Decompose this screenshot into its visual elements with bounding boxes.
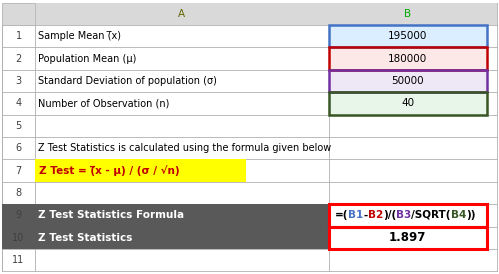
Bar: [34, 159, 246, 182]
Bar: [328, 92, 487, 115]
Text: Number of Observation (n): Number of Observation (n): [37, 98, 169, 109]
Bar: [328, 70, 487, 92]
Text: B4: B4: [451, 210, 466, 220]
Text: 5: 5: [15, 121, 21, 131]
Bar: [328, 92, 487, 115]
Bar: [328, 25, 487, 47]
Text: B2: B2: [368, 210, 383, 220]
Text: )/(: )/(: [383, 210, 396, 220]
Text: 40: 40: [401, 98, 414, 109]
Text: Standard Deviation of population (σ): Standard Deviation of population (σ): [37, 76, 217, 86]
Text: 11: 11: [12, 255, 24, 265]
Text: B1: B1: [348, 210, 363, 220]
Text: 7: 7: [15, 165, 21, 176]
Text: =(: =(: [334, 210, 348, 220]
Text: 4: 4: [15, 98, 21, 109]
Text: 6: 6: [15, 143, 21, 153]
Bar: [2, 3, 497, 25]
Bar: [328, 47, 487, 70]
Bar: [328, 70, 487, 92]
Bar: [328, 204, 487, 227]
Text: 10: 10: [12, 233, 24, 243]
Text: -: -: [363, 210, 368, 220]
Text: 180000: 180000: [388, 54, 427, 64]
Text: 1: 1: [15, 31, 21, 41]
Text: /SQRT(: /SQRT(: [411, 210, 451, 220]
Text: 1.897: 1.897: [389, 231, 426, 244]
Bar: [2, 3, 34, 25]
Text: Population Mean (μ): Population Mean (μ): [37, 54, 136, 64]
Text: 2: 2: [15, 54, 21, 64]
Text: Z Test Statistics: Z Test Statistics: [37, 233, 132, 243]
Text: B: B: [404, 9, 411, 19]
Bar: [328, 227, 487, 249]
Bar: [2, 227, 328, 249]
Bar: [2, 204, 328, 227]
Bar: [328, 25, 487, 47]
Text: 50000: 50000: [391, 76, 424, 86]
Bar: [328, 227, 487, 249]
Text: B3: B3: [396, 210, 411, 220]
Text: Z Test Statistics is calculated using the formula given below: Z Test Statistics is calculated using th…: [37, 143, 331, 153]
Bar: [328, 204, 487, 227]
Text: Sample Mean (̅x): Sample Mean (̅x): [37, 31, 121, 41]
Text: 8: 8: [15, 188, 21, 198]
Text: Z Test = (̅x - μ) / (σ / √n): Z Test = (̅x - μ) / (σ / √n): [38, 165, 179, 176]
Text: )): )): [466, 210, 476, 220]
Text: A: A: [178, 9, 185, 19]
Text: 195000: 195000: [388, 31, 427, 41]
Bar: [328, 47, 487, 70]
Text: 3: 3: [15, 76, 21, 86]
Text: Z Test Statistics Formula: Z Test Statistics Formula: [37, 210, 184, 220]
Text: 9: 9: [15, 210, 21, 220]
